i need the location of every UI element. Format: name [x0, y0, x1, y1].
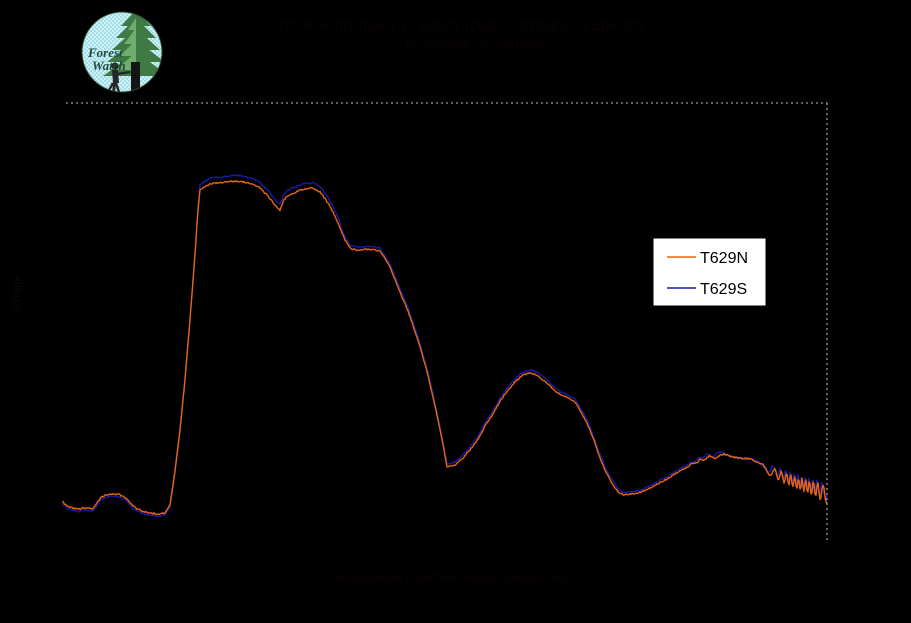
svg-text:Watch: Watch: [92, 58, 126, 73]
svg-text:T629S: T629S: [700, 281, 747, 298]
svg-text:T629 North Tower vs South Towe: T629 North Tower vs South Tower Comparis…: [277, 17, 644, 34]
svg-text:Measurement Date/Time (Pacific: Measurement Date/Time (Pacific Standard …: [336, 573, 574, 585]
svg-text:T629N: T629N: [700, 250, 748, 267]
svg-text:(07/15/1999 - 07/22/1999): (07/15/1999 - 07/22/1999): [406, 37, 545, 51]
svg-text:%Trans: %Trans: [11, 276, 23, 314]
svg-text:Site 629: Site 629: [438, 585, 471, 595]
